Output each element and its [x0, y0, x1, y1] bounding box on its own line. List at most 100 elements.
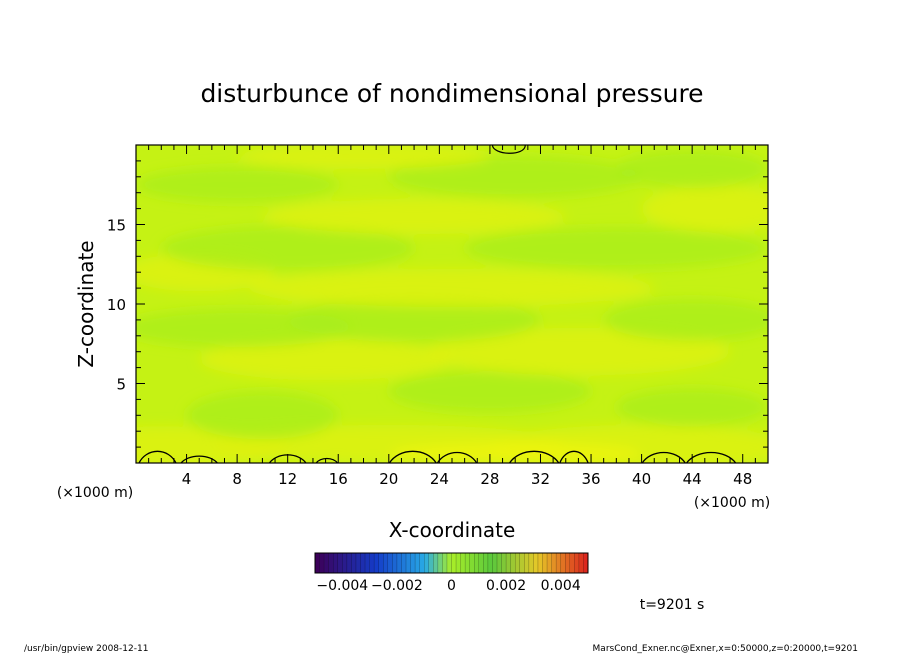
colorbar-cell: [365, 553, 370, 573]
colorbar-cell: [460, 553, 466, 573]
heatmap-patch: [426, 327, 731, 376]
colorbar-cell: [392, 553, 398, 573]
colorbar-cell: [515, 553, 521, 573]
colorbar-cell: [565, 553, 571, 573]
colorbar-cell: [483, 553, 489, 573]
x-unit-left: (×1000 m): [57, 485, 133, 501]
colorbar-cell: [569, 553, 575, 573]
colorbar-cell: [465, 553, 470, 573]
contour-line: [559, 450, 589, 463]
colorbar-frame: [314, 552, 589, 574]
heatmap-patch: [161, 226, 415, 271]
heatmap-patch: [262, 199, 566, 235]
colorbar-cell: [551, 553, 557, 573]
colorbar-tick-label: 0.002: [486, 578, 526, 594]
colorbar-tick-label: −0.002: [371, 578, 423, 594]
colorbar-cell: [542, 553, 548, 573]
colorbar-cell: [501, 553, 507, 573]
colorbar-cell: [387, 553, 393, 573]
colorbar-cell: [446, 553, 452, 573]
y-tick-label: 5: [116, 376, 126, 394]
x-tick-label: 44: [683, 470, 702, 488]
colorbar-cell: [428, 553, 434, 573]
colorbar-cell: [360, 553, 366, 573]
colorbar-cell: [578, 553, 584, 573]
colorbar-cell: [492, 553, 498, 573]
footer-left: /usr/bin/gpview 2008-12-11: [24, 644, 148, 654]
contour-line: [388, 450, 437, 463]
colorbar-cell: [337, 553, 343, 573]
colorbar-cell: [419, 553, 425, 573]
x-tick-label: 24: [430, 470, 449, 488]
colorbar-cell: [528, 553, 534, 573]
heatmap-patch: [616, 388, 768, 427]
colorbar-cell: [469, 553, 475, 573]
x-tick-label: 8: [232, 470, 242, 488]
colorbar-cell: [328, 553, 334, 573]
colorbar-cell: [378, 553, 384, 573]
heatmap-patch: [249, 269, 655, 308]
colorbar-tick-label: −0.004: [316, 578, 368, 594]
y-tick-label: 15: [107, 217, 126, 235]
colorbar-cell: [406, 553, 411, 573]
colorbar-cell: [396, 553, 402, 573]
colorbar-tick-labels: −0.004 −0.002 0 0.002 0.004: [316, 578, 580, 594]
x-tick-label: 12: [278, 470, 297, 488]
contour-line: [180, 455, 219, 463]
colorbar-cell: [383, 553, 389, 573]
colorbar-cell: [519, 553, 525, 573]
colorbar-cell: [478, 553, 484, 573]
colorbar-cell: [537, 553, 543, 573]
heatmap-patch: [186, 391, 339, 440]
x-tick-label: 20: [379, 470, 398, 488]
heatmap-patch: [641, 184, 768, 233]
colorbar-cell: [342, 553, 348, 573]
colorbar-cell: [497, 553, 502, 573]
colorbar-cell: [319, 553, 325, 573]
heatmap-patch: [616, 149, 768, 188]
heatmap-patch: [237, 145, 490, 169]
colorbar-cell: [560, 553, 566, 573]
contour-line: [491, 145, 526, 154]
colorbar-cell: [451, 553, 457, 573]
contour-line: [315, 457, 339, 463]
heatmap-patch: [603, 299, 768, 341]
colorbar-cell: [442, 553, 448, 573]
footer-right: MarsCond_Exner.nc@Exner,x=0:50000,z=0:20…: [593, 644, 858, 654]
x-tick-label: 48: [733, 470, 752, 488]
x-tick-label: 32: [531, 470, 550, 488]
colorbar-cell: [533, 553, 539, 573]
heatmap-patch: [199, 338, 452, 381]
heatmap-field: [136, 145, 768, 463]
colorbar-cell: [556, 553, 561, 573]
colorbar-cell: [437, 553, 443, 573]
colorbar-cell: [346, 553, 352, 573]
colorbar-cell: [510, 553, 516, 573]
colorbar-cell: [583, 553, 589, 573]
x-axis: 4 8 12 16 20 24 28 32 36 40 44 48: [148, 145, 756, 488]
heatmap-patch: [136, 167, 339, 203]
heatmap-patch: [464, 227, 768, 270]
colorbar-cell: [401, 553, 407, 573]
colorbar-cell: [355, 553, 361, 573]
colorbar-cell: [415, 553, 420, 573]
heatmap-patch: [388, 442, 642, 463]
colorbar-cell: [524, 553, 530, 573]
colorbar-cell: [315, 553, 320, 573]
colorbar: [314, 552, 589, 574]
heatmap-patch: [388, 370, 592, 413]
colorbar-cell: [487, 553, 493, 573]
colorbar-cell: [369, 553, 375, 573]
x-tick-label: 4: [182, 470, 192, 488]
colorbar-cell: [506, 553, 511, 573]
heatmap-patch: [287, 297, 541, 343]
colorbar-cell: [351, 553, 357, 573]
colorbar-cell: [333, 553, 339, 573]
x-tick-label: 36: [581, 470, 600, 488]
colorbar-tick-label: 0.004: [541, 578, 581, 594]
x-tick-label: 40: [632, 470, 651, 488]
x-tick-label: 28: [480, 470, 499, 488]
contour-line: [641, 451, 686, 463]
colorbar-tick-label: 0: [447, 578, 456, 594]
